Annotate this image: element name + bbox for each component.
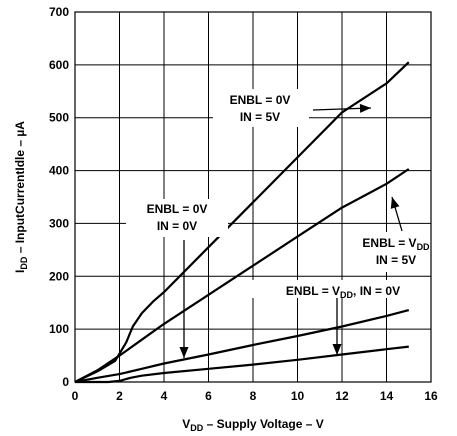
x-tick-label: 10: [291, 389, 305, 403]
x-tick-label: 14: [380, 389, 394, 403]
x-tick-label: 8: [250, 389, 257, 403]
y-tick-label: 700: [49, 5, 69, 19]
y-tick-label: 0: [62, 375, 69, 389]
y-tick-label: 400: [49, 164, 69, 178]
y-tick-label: 300: [49, 216, 69, 230]
x-tick-label: 16: [424, 389, 438, 403]
x-tick-label: 4: [161, 389, 168, 403]
annotation-1: ENBL = 0V IN = 5V: [213, 89, 372, 127]
grid: [74, 11, 432, 383]
annotation-layer: ENBL = 0V IN = 5V ENBL = 0V IN = 0V ENBL = V…: [126, 89, 448, 358]
y-axis-title: IDD – InputCurrentIdle – µA: [13, 121, 29, 273]
x-tick-label: 6: [205, 389, 212, 403]
annotation-arrowhead: [332, 344, 342, 355]
tick-labels: 0 2 4 6 8 10 12 14 16 0 100 200 300 400 500 600 700: [49, 5, 438, 403]
annotation-text: IN = 5V: [240, 110, 280, 124]
plot-frame: [74, 11, 432, 383]
series-line-3: [74, 309, 410, 384]
annotation-arrowhead: [179, 347, 189, 358]
y-tick-label: 600: [49, 58, 69, 72]
annotation-arrowhead: [359, 103, 371, 113]
annotation-background: [213, 89, 309, 127]
x-tick-label: 2: [116, 389, 123, 403]
annotation-background: [126, 199, 228, 237]
annotation-text: ENBL = 0V: [230, 93, 291, 107]
y-tick-label: 500: [49, 111, 69, 125]
annotation-2: ENBL = 0V IN = 0V: [126, 199, 228, 358]
annotation-text: IN = 5V: [376, 253, 416, 267]
annotation-text: ENBL = VDD, IN = 0V: [286, 284, 400, 300]
y-tick-label: 100: [49, 322, 69, 336]
annotation-background: [252, 280, 434, 298]
series-line-4: [75, 345, 409, 384]
annotation-text: IN = 0V: [157, 219, 197, 233]
annotation-arrowhead: [390, 197, 400, 209]
series-layer: [74, 61, 410, 384]
series-line-2: [74, 168, 410, 383]
x-tick-label: 12: [335, 389, 349, 403]
y-tick-label: 200: [49, 269, 69, 283]
x-tick-label: 0: [72, 389, 79, 403]
annotation-text: ENBL = VDD: [362, 236, 430, 252]
annotation-4: ENBL = VDD, IN = 0V: [252, 280, 434, 355]
annotation-text: ENBL = 0V: [147, 202, 208, 216]
x-axis-title: VDD – Supply Voltage – V: [182, 417, 324, 433]
